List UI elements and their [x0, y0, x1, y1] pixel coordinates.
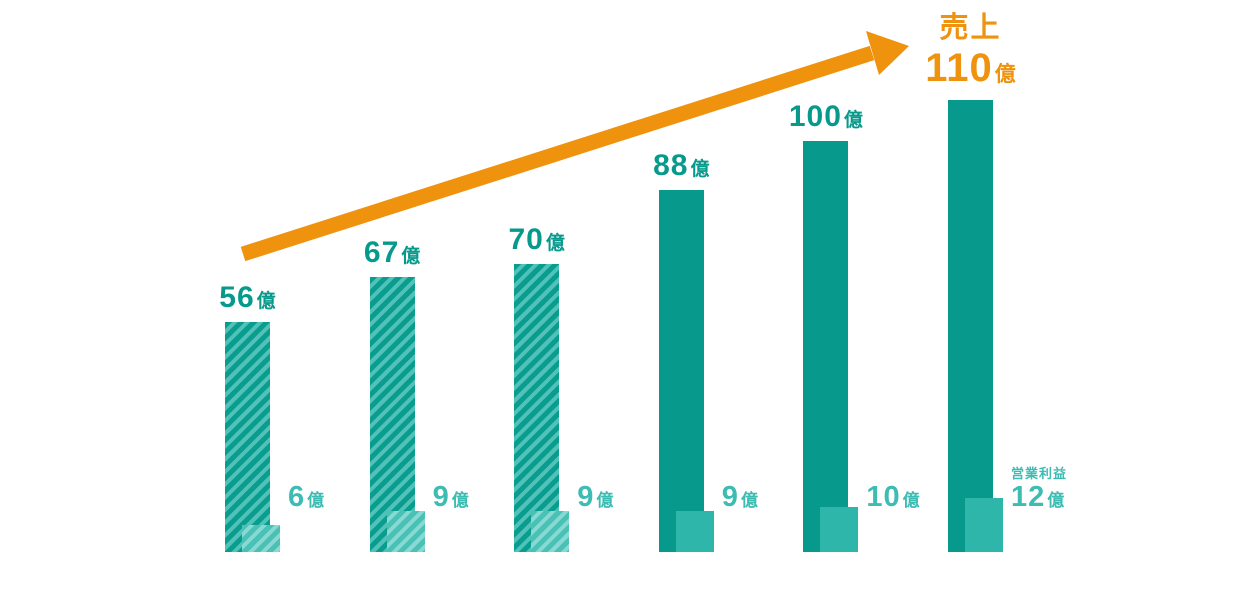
- growth-arrow-shaft: [240, 45, 875, 262]
- profit-bar-4: [675, 511, 714, 552]
- profit-bar-1: [242, 525, 280, 552]
- sales-value-unit: 億: [994, 63, 1016, 86]
- profit-value-row-5: 10 億: [866, 483, 919, 512]
- profit-bar-5: [820, 507, 859, 552]
- profit-bar-3: [531, 511, 570, 552]
- profit-value-unit: 億: [740, 491, 758, 510]
- profit-value-number: 10: [866, 481, 901, 513]
- profit-series-title: 営業利益: [1011, 466, 1068, 481]
- sales-value-number: 56: [219, 281, 255, 314]
- sales-callout-title: 売上: [939, 12, 1002, 44]
- sales-value-row-5: 100 億: [789, 102, 863, 132]
- sales-value-unit: 億: [256, 291, 276, 312]
- sales-bar-4: [658, 190, 704, 552]
- profit-value-unit: 億: [307, 491, 325, 510]
- profit-value-unit: 億: [902, 491, 920, 510]
- profit-bar-2: [386, 511, 425, 552]
- profit-value-number: 9: [577, 481, 595, 513]
- sales-value-number: 110: [925, 46, 993, 90]
- sales-bar-5: [803, 141, 849, 552]
- sales-value-row-1: 56 億: [219, 283, 275, 313]
- sales-value-row-3: 70 億: [508, 225, 564, 255]
- sales-bar-1: [225, 322, 270, 552]
- sales-value-unit: 億: [690, 159, 710, 180]
- sales-value-row-4: 88 億: [653, 151, 709, 181]
- sales-value-unit: 億: [545, 233, 565, 254]
- profit-value-unit: 億: [1047, 491, 1065, 510]
- sales-value-number: 67: [363, 236, 400, 269]
- sales-bar-2: [369, 277, 415, 552]
- sales-value-number: 88: [653, 149, 689, 182]
- sales-value-number: 70: [508, 223, 544, 256]
- sales-value-number: 100: [788, 100, 842, 133]
- sales-value-label-5: 100 億: [789, 102, 863, 132]
- sales-value-label-4: 88 億: [653, 151, 709, 181]
- profit-bar-6: [965, 498, 1003, 552]
- profit-value-number: 9: [721, 481, 739, 513]
- sales-value-unit: 億: [843, 110, 863, 131]
- sales-value-label-3: 70 億: [508, 225, 564, 255]
- profit-value-label-6: 営業利益 12 億: [1011, 467, 1067, 512]
- profit-value-number: 9: [432, 481, 450, 513]
- profit-value-number: 6: [288, 481, 306, 513]
- sales-value-row-2: 67 億: [364, 238, 420, 268]
- sales-value-label-6: 売上 110 億: [925, 12, 1016, 89]
- sales-value-label-1: 56 億: [219, 283, 275, 313]
- profit-value-row-6: 12 億: [1011, 483, 1067, 512]
- sales-value-unit: 億: [401, 246, 421, 267]
- sales-value-row-6: 110 億: [925, 48, 1016, 88]
- profit-value-unit: 億: [451, 491, 469, 510]
- growth-arrow-head-icon: [866, 31, 909, 75]
- profit-value-unit: 億: [596, 491, 614, 510]
- sales-value-label-2: 67 億: [364, 238, 420, 268]
- profit-value-number: 12: [1011, 481, 1046, 513]
- sales-bar-6: [948, 100, 993, 552]
- profit-value-label-5: 10 億: [866, 483, 919, 512]
- sales-bar-3: [514, 264, 560, 552]
